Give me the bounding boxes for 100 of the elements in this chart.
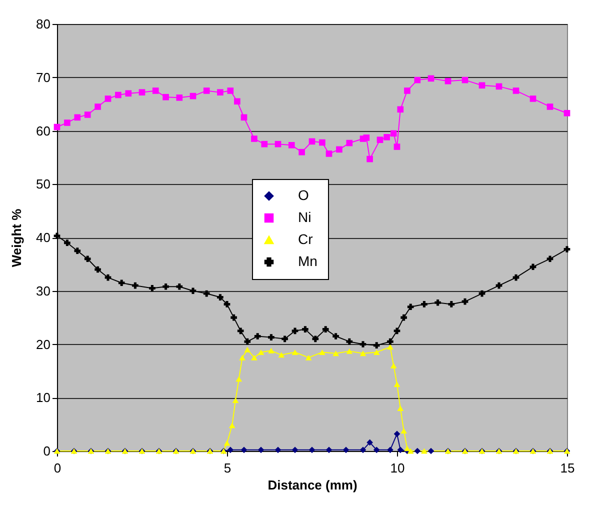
- y-tick-label: 60: [36, 123, 50, 138]
- point: [302, 326, 308, 332]
- point: [462, 76, 468, 84]
- point: [404, 88, 410, 94]
- point: [94, 266, 101, 273]
- point: [404, 446, 410, 452]
- point: [394, 382, 400, 388]
- legend-label: Mn: [298, 253, 318, 269]
- point: [258, 446, 264, 454]
- point: [274, 446, 282, 454]
- x-tick-label: 10: [390, 460, 405, 476]
- point: [448, 301, 455, 308]
- point: [400, 428, 407, 434]
- point: [118, 280, 125, 286]
- y-tick-label: 50: [36, 176, 50, 192]
- point: [360, 350, 366, 356]
- legend-label: Ni: [298, 209, 312, 225]
- point: [224, 301, 230, 308]
- point: [251, 136, 258, 142]
- point: [414, 448, 421, 454]
- point: [312, 336, 319, 342]
- y-tick-label: 10: [36, 390, 50, 406]
- point: [288, 142, 295, 148]
- point: [84, 112, 91, 118]
- point: [530, 96, 536, 102]
- point: [190, 288, 196, 294]
- point: [234, 98, 240, 105]
- legend-label: Cr: [298, 231, 314, 247]
- point: [373, 350, 380, 355]
- point: [125, 90, 132, 97]
- point: [115, 92, 122, 98]
- point: [162, 283, 169, 290]
- point: [203, 290, 210, 297]
- point: [251, 354, 258, 360]
- point: [278, 352, 285, 358]
- point: [390, 130, 397, 137]
- point: [346, 338, 353, 345]
- point: [319, 350, 326, 355]
- point: [74, 114, 81, 121]
- point: [387, 446, 394, 454]
- point: [530, 264, 536, 270]
- point: [336, 146, 342, 153]
- point: [564, 110, 570, 116]
- point: [363, 134, 370, 141]
- point: [84, 256, 91, 262]
- point: [104, 96, 112, 102]
- point: [74, 248, 81, 254]
- point: [240, 114, 248, 121]
- point: [326, 150, 332, 157]
- point: [394, 328, 400, 334]
- point: [512, 88, 520, 94]
- point: [268, 348, 274, 354]
- point: [444, 78, 452, 84]
- point: [254, 333, 261, 340]
- point: [261, 140, 268, 148]
- point: [326, 446, 332, 454]
- point: [258, 350, 264, 355]
- point: [162, 94, 169, 100]
- y-tick-label: 30: [36, 283, 50, 298]
- point: [176, 94, 183, 101]
- point: [64, 240, 70, 246]
- point: [236, 376, 242, 382]
- point: [104, 274, 112, 281]
- point: [244, 346, 251, 352]
- point: [282, 336, 288, 342]
- point: [237, 328, 244, 334]
- point: [496, 83, 502, 90]
- point: [512, 274, 520, 281]
- point: [292, 328, 298, 334]
- point: [152, 88, 159, 94]
- x-tick-label: 15: [560, 460, 575, 476]
- point: [373, 446, 380, 454]
- y-tick-label: 40: [36, 230, 50, 245]
- x-tick-label: 0: [54, 460, 62, 476]
- point: [268, 334, 274, 340]
- point: [407, 304, 414, 310]
- point: [64, 120, 70, 126]
- point: [546, 104, 554, 110]
- point: [228, 422, 236, 428]
- point: [462, 298, 468, 305]
- point: [394, 430, 400, 438]
- point: [230, 314, 237, 321]
- y-tick-label: 0: [43, 444, 50, 458]
- point: [478, 82, 486, 89]
- point: [366, 156, 373, 162]
- point: [397, 106, 404, 113]
- point: [478, 290, 486, 297]
- point: [322, 326, 329, 332]
- point: [397, 446, 404, 454]
- point: [434, 299, 441, 306]
- point: [564, 246, 570, 252]
- point: [298, 148, 305, 156]
- point: [224, 440, 230, 446]
- point: [421, 301, 428, 308]
- point: [346, 348, 353, 354]
- point: [305, 354, 312, 360]
- point: [240, 446, 248, 454]
- point: [217, 89, 224, 96]
- point: [373, 342, 380, 348]
- point: [244, 338, 251, 345]
